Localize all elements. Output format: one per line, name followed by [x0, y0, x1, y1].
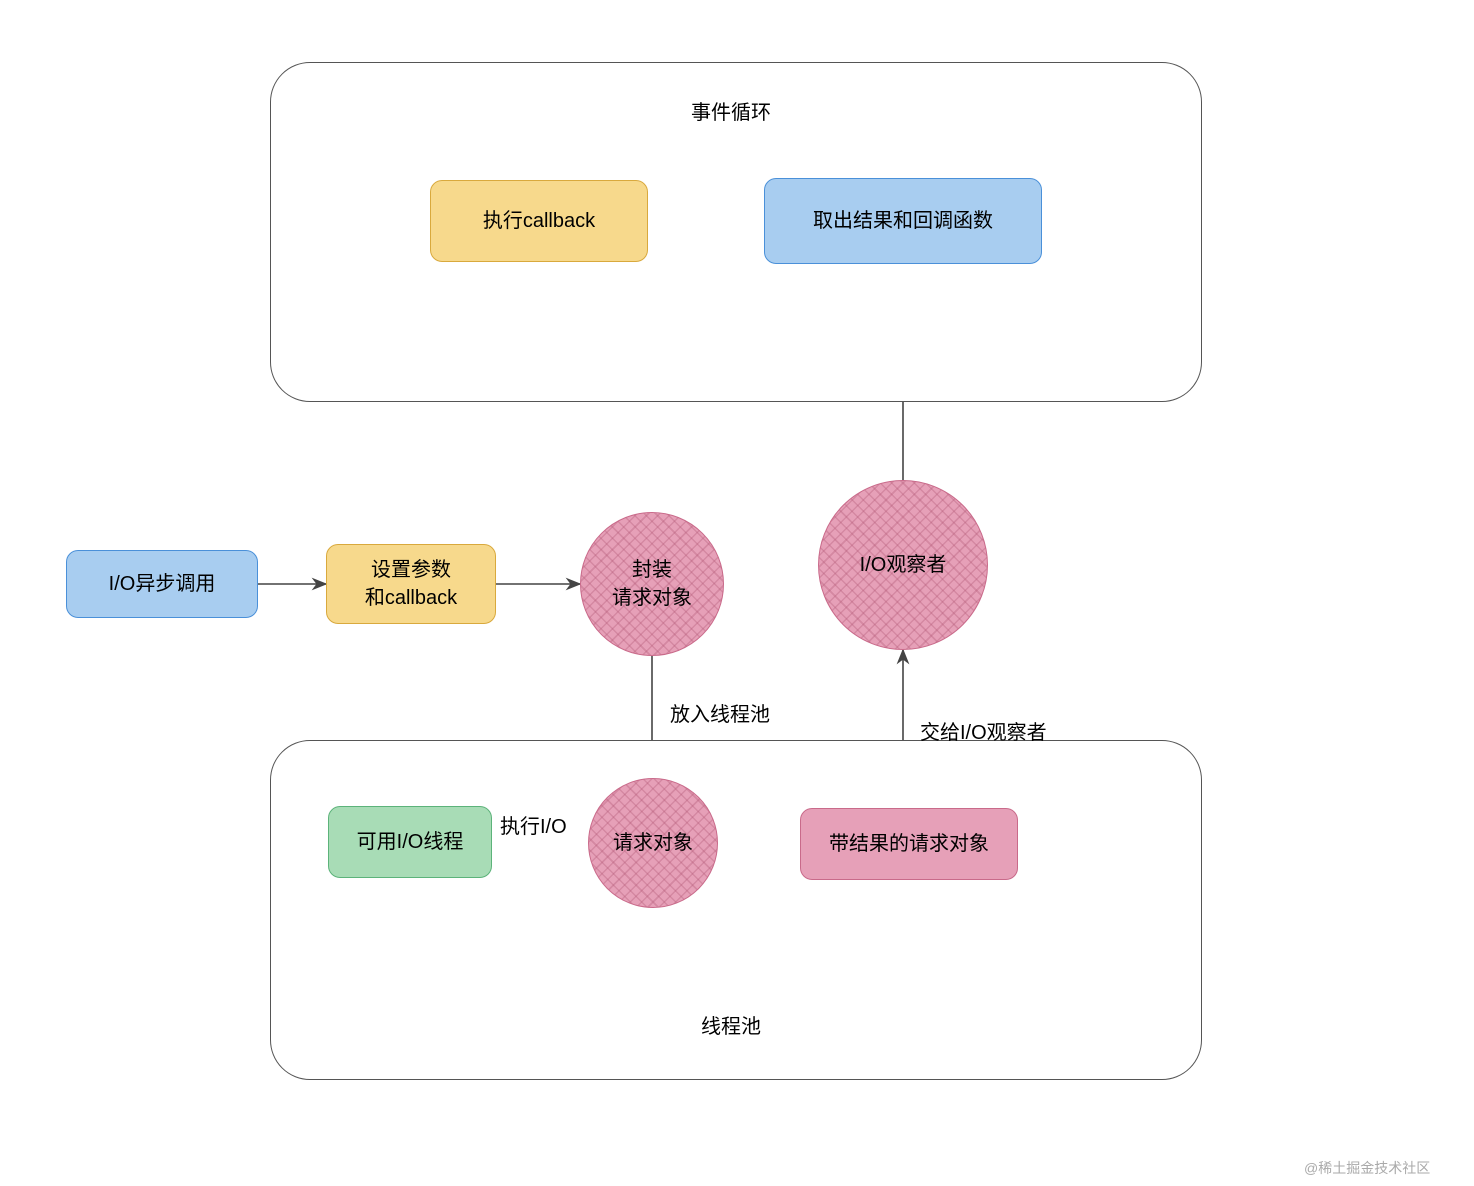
- diagram-canvas: 事件循环 线程池 执行callback 取出结果和回调函数 I/O异步调用 设置…: [0, 0, 1474, 1186]
- node-label: 取出结果和回调函数: [813, 207, 993, 235]
- node-io-observer: I/O观察者: [818, 480, 988, 650]
- node-set-params: 设置参数 和callback: [326, 544, 496, 624]
- node-label: 请求对象: [613, 829, 693, 857]
- node-label: 带结果的请求对象: [829, 830, 989, 858]
- container-title-event-loop: 事件循环: [691, 96, 771, 125]
- edge-label-give-to-observer: 交给I/O观察者: [920, 716, 1047, 745]
- node-label: I/O观察者: [860, 551, 947, 579]
- node-result-request: 带结果的请求对象: [800, 808, 1018, 880]
- container-title-thread-pool: 线程池: [701, 1010, 761, 1039]
- node-exec-callback: 执行callback: [430, 180, 648, 262]
- node-wrap-request: 封装 请求对象: [580, 512, 724, 656]
- edge-label-put-in-pool: 放入线程池: [670, 698, 770, 727]
- node-io-async-call: I/O异步调用: [66, 550, 258, 618]
- node-label: 设置参数 和callback: [365, 556, 457, 612]
- watermark: @稀土掘金技术社区: [1304, 1158, 1454, 1174]
- node-fetch-result: 取出结果和回调函数: [764, 178, 1042, 264]
- edge-label-exec-io: 执行I/O: [500, 810, 567, 839]
- node-label: I/O异步调用: [109, 570, 216, 598]
- node-label: 封装 请求对象: [612, 556, 692, 612]
- node-label: 可用I/O线程: [357, 828, 464, 856]
- node-label: 执行callback: [483, 207, 595, 235]
- node-request-obj: 请求对象: [588, 778, 718, 908]
- node-avail-thread: 可用I/O线程: [328, 806, 492, 878]
